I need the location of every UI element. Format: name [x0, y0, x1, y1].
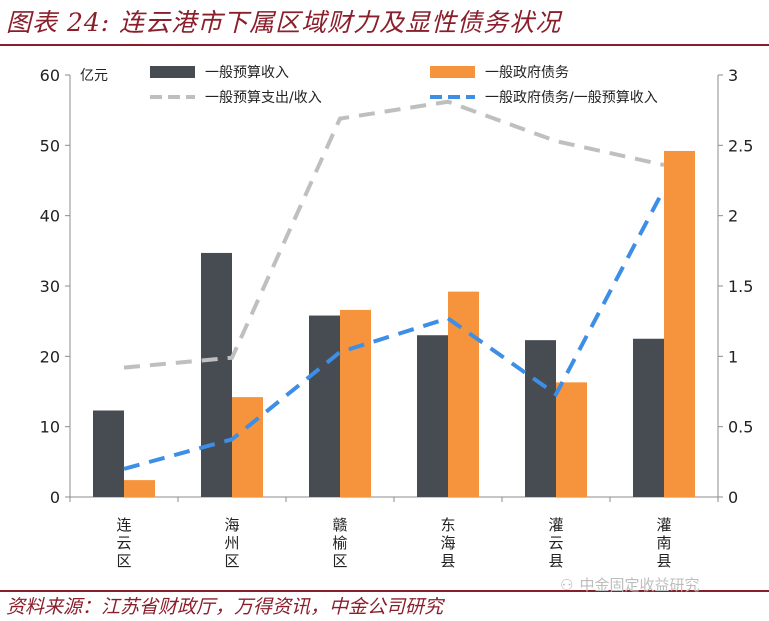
- title-rule: [0, 44, 769, 46]
- x-tick-label: 灌南县: [656, 516, 671, 570]
- lines: [123, 99, 666, 471]
- legend-swatch: [150, 66, 195, 78]
- bar-revenue: [201, 252, 232, 497]
- legend-label: 一般预算支出/收入: [205, 90, 322, 106]
- y-tick-label-right: 0: [728, 488, 738, 507]
- bar-debt: [664, 150, 695, 497]
- y-tick-label-right: 1.5: [728, 277, 753, 296]
- x-tick-label: 连云区: [116, 516, 131, 570]
- bar-revenue: [417, 335, 448, 497]
- bar-revenue: [93, 410, 124, 497]
- legend-label: 一般政府债务: [485, 65, 569, 81]
- y-tick-label-left: 50: [40, 136, 60, 155]
- legend-swatch: [430, 66, 475, 78]
- watermark-text: 中金固定收益研究: [579, 576, 700, 594]
- y-tick-label-right: 2: [728, 207, 738, 226]
- y-tick-label-left: 0: [50, 488, 60, 507]
- wechat-icon: ⚇: [560, 576, 574, 594]
- y-tick-label-left: 60: [40, 66, 60, 85]
- bar-revenue: [525, 340, 556, 497]
- bar-debt: [448, 291, 479, 497]
- bar-revenue: [633, 338, 664, 497]
- line-expenditure-ratio: [123, 99, 665, 370]
- y-tick-label-left: 40: [40, 207, 60, 226]
- bar-debt: [124, 480, 155, 497]
- footer-rule: [0, 590, 769, 592]
- x-tick-label: 赣榆区: [332, 516, 347, 570]
- bar-debt: [232, 397, 263, 497]
- x-tick-label: 东海县: [440, 516, 455, 570]
- y-tick-label-right: 0.5: [728, 418, 753, 437]
- bar-debt: [340, 309, 371, 497]
- bars: [93, 150, 695, 497]
- y-tick-label-right: 3: [728, 66, 738, 85]
- y-tick-label-right: 2.5: [728, 136, 753, 155]
- figure-title: 图表 24: 连云港市下属区域财力及显性债务状况: [6, 8, 562, 37]
- legend-label: 一般预算收入: [205, 65, 289, 81]
- bar-revenue: [309, 315, 340, 497]
- bar-debt: [556, 382, 587, 497]
- legend-label: 一般政府债务/一般预算收入: [485, 90, 658, 106]
- y-tick-label-left: 20: [40, 347, 60, 366]
- watermark: ⚇ 中金固定收益研究: [560, 574, 699, 595]
- axes: 0 10 20 30 40 50 60 0 0.5 1 1.5 2 2.5 3 亿元: [40, 66, 754, 507]
- x-tick-labels: 连云区 海州区 赣榆区 东海县 灌云县 灌南县: [116, 516, 671, 570]
- y-tick-label-left: 10: [40, 418, 60, 437]
- source-note: 资料来源：江苏省财政厅，万得资讯，中金公司研究: [6, 596, 444, 618]
- y-axis-unit: 亿元: [80, 68, 108, 84]
- y-tick-label-left: 30: [40, 277, 60, 296]
- x-tick-label: 海州区: [224, 516, 239, 570]
- y-tick-label-right: 1: [728, 347, 738, 366]
- line-debt-ratio: [123, 188, 666, 471]
- x-tick-label: 灌云县: [548, 516, 563, 570]
